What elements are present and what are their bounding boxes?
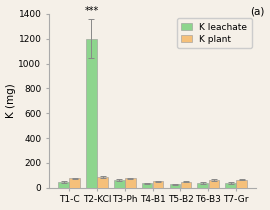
Bar bbox=[69, 178, 80, 188]
Bar bbox=[181, 182, 191, 188]
Bar bbox=[114, 180, 124, 188]
Bar bbox=[170, 184, 180, 188]
Bar bbox=[208, 180, 219, 188]
Bar bbox=[197, 182, 208, 188]
Bar bbox=[225, 182, 236, 188]
Bar bbox=[236, 180, 247, 188]
Text: ***: *** bbox=[84, 6, 99, 16]
Y-axis label: K (mg): K (mg) bbox=[6, 83, 16, 118]
Legend: K leachate, K plant: K leachate, K plant bbox=[177, 18, 252, 48]
Bar bbox=[58, 182, 69, 188]
Bar bbox=[97, 177, 108, 188]
Bar bbox=[86, 39, 97, 188]
Text: (a): (a) bbox=[250, 6, 265, 16]
Bar bbox=[125, 178, 136, 188]
Bar bbox=[142, 184, 152, 188]
Bar bbox=[153, 181, 164, 188]
